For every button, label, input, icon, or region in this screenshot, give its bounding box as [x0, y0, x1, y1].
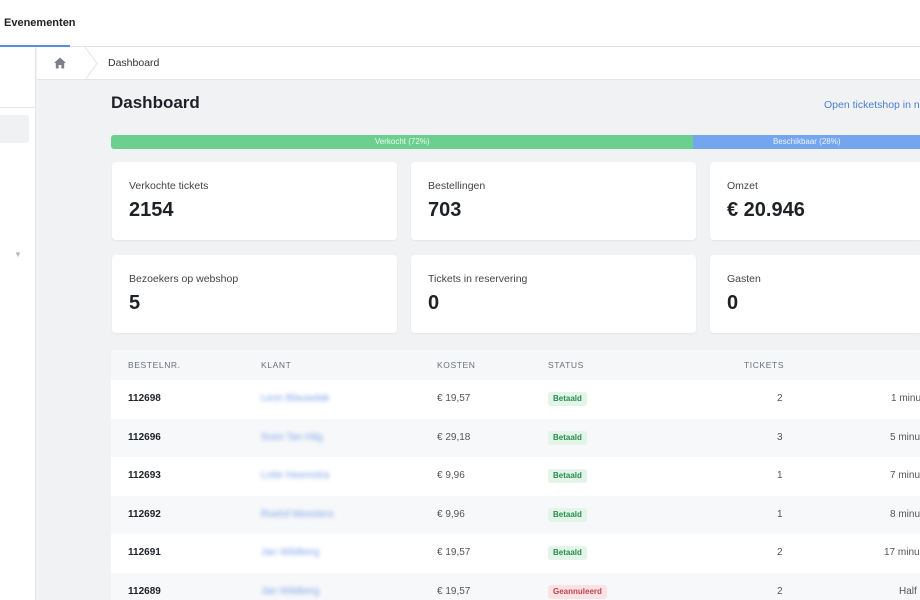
progress-sold-segment: Verkocht (72%): [111, 135, 694, 149]
header-tickets[interactable]: TICKETS: [744, 360, 785, 370]
order-time: 1 minu: [891, 393, 920, 404]
home-icon[interactable]: [53, 56, 67, 70]
stat-value: 0: [727, 292, 739, 314]
progress-available-segment: Beschikbaar (28%): [693, 135, 920, 149]
header-klant[interactable]: KLANT: [261, 360, 292, 370]
header-kosten[interactable]: KOSTEN: [437, 360, 476, 370]
table-row[interactable]: 112696 Sven Tan Hilg € 29,18 Betaald 3 5…: [111, 418, 920, 457]
order-time: 8 minu: [890, 508, 920, 520]
stat-card-bezoekers: Bezoekers op webshop 5: [112, 255, 397, 333]
ticket-count: 1: [777, 470, 783, 481]
table-row[interactable]: 112698 Leon Blauwdak € 19,57 Betaald 2 1…: [111, 380, 920, 419]
order-time: 17 minu: [884, 547, 920, 558]
order-cost: € 19,57: [437, 393, 471, 404]
ticket-count: 1: [777, 508, 783, 520]
stat-value: 0: [428, 292, 440, 314]
order-cost: € 9,96: [437, 470, 465, 481]
header-bestelnr[interactable]: BESTELNR.: [128, 360, 181, 370]
order-cost: € 29,18: [437, 431, 471, 443]
customer-name-link[interactable]: Jan Wildberg: [261, 547, 320, 558]
customer-name-link[interactable]: Leon Blauwdak: [261, 393, 330, 404]
order-cost: € 19,57: [437, 585, 471, 597]
stat-label: Gasten: [727, 273, 761, 285]
customer-name-link[interactable]: Roelof Meesters: [261, 508, 334, 520]
order-number: 112698: [128, 393, 161, 404]
order-number: 112696: [128, 431, 161, 443]
stat-card-reservering: Tickets in reservering 0: [411, 255, 696, 333]
breadcrumb: Dashboard: [37, 47, 920, 80]
open-ticketshop-link[interactable]: Open ticketshop in n: [824, 99, 920, 111]
ticket-count: 2: [777, 547, 783, 558]
stat-card-gasten: Gasten 0: [710, 255, 920, 333]
breadcrumb-current: Dashboard: [108, 57, 160, 69]
ticket-count: 3: [777, 431, 783, 443]
stat-label: Bezoekers op webshop: [129, 273, 239, 285]
table-row[interactable]: 112693 Lotte Heemstra € 9,96 Betaald 1 7…: [111, 457, 920, 496]
top-navigation-bar: Evenementen: [0, 0, 920, 47]
status-badge: Betaald: [548, 392, 587, 406]
active-tab-indicator: [0, 45, 70, 47]
order-time: 7 minu: [890, 470, 920, 481]
sidebar-item-active[interactable]: [0, 115, 29, 143]
order-number: 112693: [128, 470, 161, 481]
status-badge: Betaald: [548, 430, 587, 445]
sidebar: ▼: [0, 47, 36, 600]
customer-name-link[interactable]: Sven Tan Hilg: [261, 431, 323, 443]
tab-evenementen[interactable]: Evenementen: [4, 17, 76, 29]
ticket-count: 2: [777, 585, 783, 597]
stat-card-omzet: Omzet € 20.946: [710, 162, 920, 240]
stat-value: 5: [129, 292, 141, 314]
status-badge: Betaald: [548, 469, 587, 483]
status-badge: Betaald: [548, 546, 587, 560]
order-number: 112691: [128, 547, 161, 558]
chevron-down-icon[interactable]: ▼: [14, 250, 22, 259]
customer-name-link[interactable]: Jan Wildberg: [261, 585, 320, 597]
sidebar-divider: [0, 107, 36, 108]
orders-table: BESTELNR. KLANT KOSTEN STATUS TICKETS 11…: [111, 350, 920, 600]
status-badge: Geannuleerd: [548, 584, 607, 599]
ticket-count: 2: [777, 393, 783, 404]
stat-label: Omzet: [727, 180, 758, 192]
stat-value: 703: [428, 199, 462, 221]
order-cost: € 19,57: [437, 547, 471, 558]
stat-label: Tickets in reservering: [428, 273, 528, 285]
order-number: 112692: [128, 508, 161, 520]
table-header: BESTELNR. KLANT KOSTEN STATUS TICKETS: [111, 350, 920, 380]
stat-card-verkochte-tickets: Verkochte tickets 2154: [112, 162, 397, 240]
breadcrumb-separator-icon: [84, 47, 98, 80]
order-cost: € 9,96: [437, 508, 465, 520]
sales-progress-bar: Verkocht (72%) Beschikbaar (28%): [111, 135, 920, 149]
customer-name-link[interactable]: Lotte Heemstra: [261, 470, 330, 481]
table-row[interactable]: 112691 Jan Wildberg € 19,57 Betaald 2 17…: [111, 534, 920, 573]
header-status[interactable]: STATUS: [548, 360, 584, 370]
page-title: Dashboard: [111, 93, 200, 112]
table-row[interactable]: 112689 Jan Wildberg € 19,57 Geannuleerd …: [111, 572, 920, 600]
stat-value: € 20.946: [727, 199, 805, 221]
stat-label: Verkochte tickets: [129, 180, 209, 192]
stat-label: Bestellingen: [428, 180, 486, 192]
table-row[interactable]: 112692 Roelof Meesters € 9,96 Betaald 1 …: [111, 495, 920, 534]
stat-value: 2154: [129, 199, 174, 221]
order-number: 112689: [128, 585, 161, 597]
stat-card-bestellingen: Bestellingen 703: [411, 162, 696, 240]
order-time: 5 minu: [890, 431, 920, 443]
status-badge: Betaald: [548, 507, 587, 522]
order-time: Half: [899, 585, 917, 597]
